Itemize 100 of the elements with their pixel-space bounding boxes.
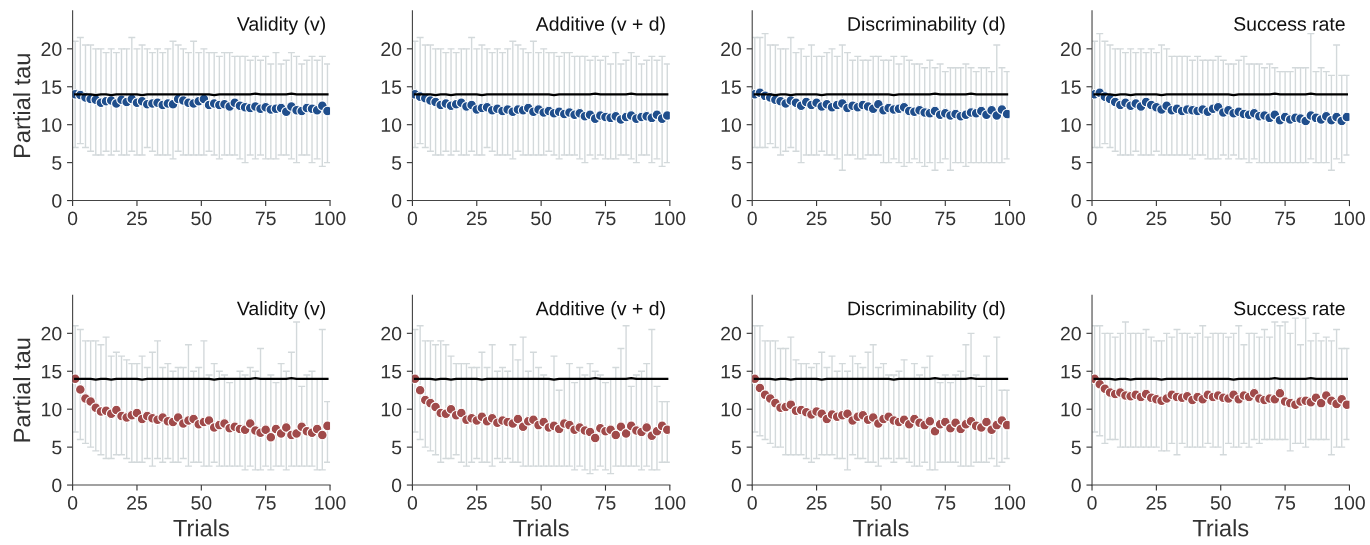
x-tick-label: 0 xyxy=(1087,211,1097,226)
x-tick-label: 100 xyxy=(655,495,686,510)
y-tick-label: 15 xyxy=(381,80,402,94)
y-axis-title: Partial tau xyxy=(13,54,31,157)
y-tick-label: 15 xyxy=(1061,364,1081,379)
x-tick-label: 50 xyxy=(870,211,891,226)
chart-title: Discriminability (d) xyxy=(848,301,1005,320)
y-tick-label: 10 xyxy=(42,118,62,132)
point xyxy=(589,432,601,444)
y-tick-label: 20 xyxy=(381,42,402,57)
y-tick-label: 0 xyxy=(391,194,402,208)
point xyxy=(610,429,622,441)
y-tick-label: 5 xyxy=(52,440,62,455)
chart-title: Additive (v + d) xyxy=(535,16,665,35)
chart-title: Validity (v) xyxy=(236,16,325,35)
x-tick-label: 25 xyxy=(1146,211,1167,226)
point xyxy=(280,422,292,433)
x-axis-title: Trials xyxy=(1192,519,1249,537)
x-tick-label: 0 xyxy=(1087,495,1097,510)
point xyxy=(981,416,992,428)
x-tick-label: 100 xyxy=(994,211,1026,226)
x-tick-label: 75 xyxy=(255,496,276,510)
x-tick-label: 25 xyxy=(806,211,827,226)
x-tick-label: 25 xyxy=(806,495,827,510)
y-tick-label: 15 xyxy=(721,364,741,379)
chart-title: Success rate xyxy=(1234,301,1345,316)
x-tick-label: 50 xyxy=(191,495,212,510)
x-axis-title: Trials xyxy=(853,519,909,537)
y-tick-label: 0 xyxy=(731,194,742,208)
y-tick-label: 5 xyxy=(52,156,62,170)
point xyxy=(620,428,632,439)
y-tick-label: 10 xyxy=(1061,402,1081,417)
x-tick-label: 75 xyxy=(595,211,616,226)
x-tick-label: 100 xyxy=(1334,495,1365,510)
x-tick-label: 50 xyxy=(531,211,552,226)
y-tick-label: 20 xyxy=(381,326,402,341)
y-axis-title: Partial tau xyxy=(13,338,31,442)
y-tick-label: 15 xyxy=(42,80,62,94)
x-tick-label: 0 xyxy=(407,495,418,510)
y-tick-label: 20 xyxy=(1060,42,1081,57)
y-tick-label: 20 xyxy=(721,42,742,57)
y-tick-label: 15 xyxy=(381,364,402,379)
point xyxy=(291,428,302,439)
y-tick-label: 0 xyxy=(52,478,62,493)
x-tick-label: 0 xyxy=(67,211,78,226)
x-tick-label: 75 xyxy=(255,211,276,226)
point xyxy=(512,413,524,425)
y-tick-label: 5 xyxy=(731,156,741,170)
y-tick-label: 10 xyxy=(381,402,402,417)
y-tick-label: 10 xyxy=(721,402,742,417)
y-tick-label: 10 xyxy=(721,118,742,132)
point xyxy=(265,431,277,443)
y-tick-label: 0 xyxy=(52,194,62,208)
x-tick-label: 75 xyxy=(595,496,616,510)
y-tick-label: 5 xyxy=(1071,156,1081,170)
point xyxy=(260,424,272,436)
x-tick-label: 25 xyxy=(466,211,487,226)
x-tick-label: 100 xyxy=(655,211,686,226)
x-tick-label: 50 xyxy=(531,495,552,510)
chart-title: Validity (v) xyxy=(236,301,325,320)
point xyxy=(641,422,653,433)
x-tick-label: 100 xyxy=(1334,211,1365,226)
y-tick-label: 0 xyxy=(1071,194,1081,208)
y-tick-label: 20 xyxy=(41,42,62,57)
x-tick-label: 75 xyxy=(935,211,956,226)
y-tick-label: 0 xyxy=(731,478,742,493)
x-tick-label: 100 xyxy=(315,495,346,510)
chart-title: Success rate xyxy=(1234,17,1345,31)
point xyxy=(1274,387,1286,399)
x-tick-label: 75 xyxy=(1275,496,1296,510)
point xyxy=(74,384,86,395)
y-tick-label: 10 xyxy=(1061,118,1081,132)
x-tick-label: 50 xyxy=(870,495,891,510)
chart-title: Additive (v + d) xyxy=(535,301,665,320)
x-tick-label: 50 xyxy=(1210,211,1231,226)
y-tick-label: 10 xyxy=(42,402,62,417)
point xyxy=(316,429,328,441)
y-tick-label: 0 xyxy=(391,478,402,493)
x-tick-label: 50 xyxy=(191,211,212,226)
x-tick-label: 0 xyxy=(747,211,757,226)
y-tick-label: 0 xyxy=(1071,478,1081,493)
y-tick-label: 15 xyxy=(1061,80,1081,94)
x-tick-label: 50 xyxy=(1210,495,1231,510)
point xyxy=(1315,397,1327,409)
point xyxy=(842,408,853,420)
y-tick-label: 20 xyxy=(41,326,62,341)
point xyxy=(414,384,426,396)
y-tick-label: 5 xyxy=(731,440,741,455)
y-tick-label: 5 xyxy=(1071,440,1081,455)
x-axis-title: Trials xyxy=(173,519,229,537)
y-tick-label: 15 xyxy=(721,80,741,94)
y-tick-label: 20 xyxy=(1060,326,1081,341)
x-tick-label: 25 xyxy=(127,211,147,226)
y-tick-label: 15 xyxy=(42,364,62,379)
x-tick-label: 25 xyxy=(466,495,487,510)
y-tick-label: 5 xyxy=(391,156,402,170)
x-tick-label: 75 xyxy=(1275,211,1296,226)
x-axis-title: Trials xyxy=(513,519,569,537)
x-tick-label: 25 xyxy=(1146,495,1167,510)
chart-title: Discriminability (d) xyxy=(848,16,1005,35)
